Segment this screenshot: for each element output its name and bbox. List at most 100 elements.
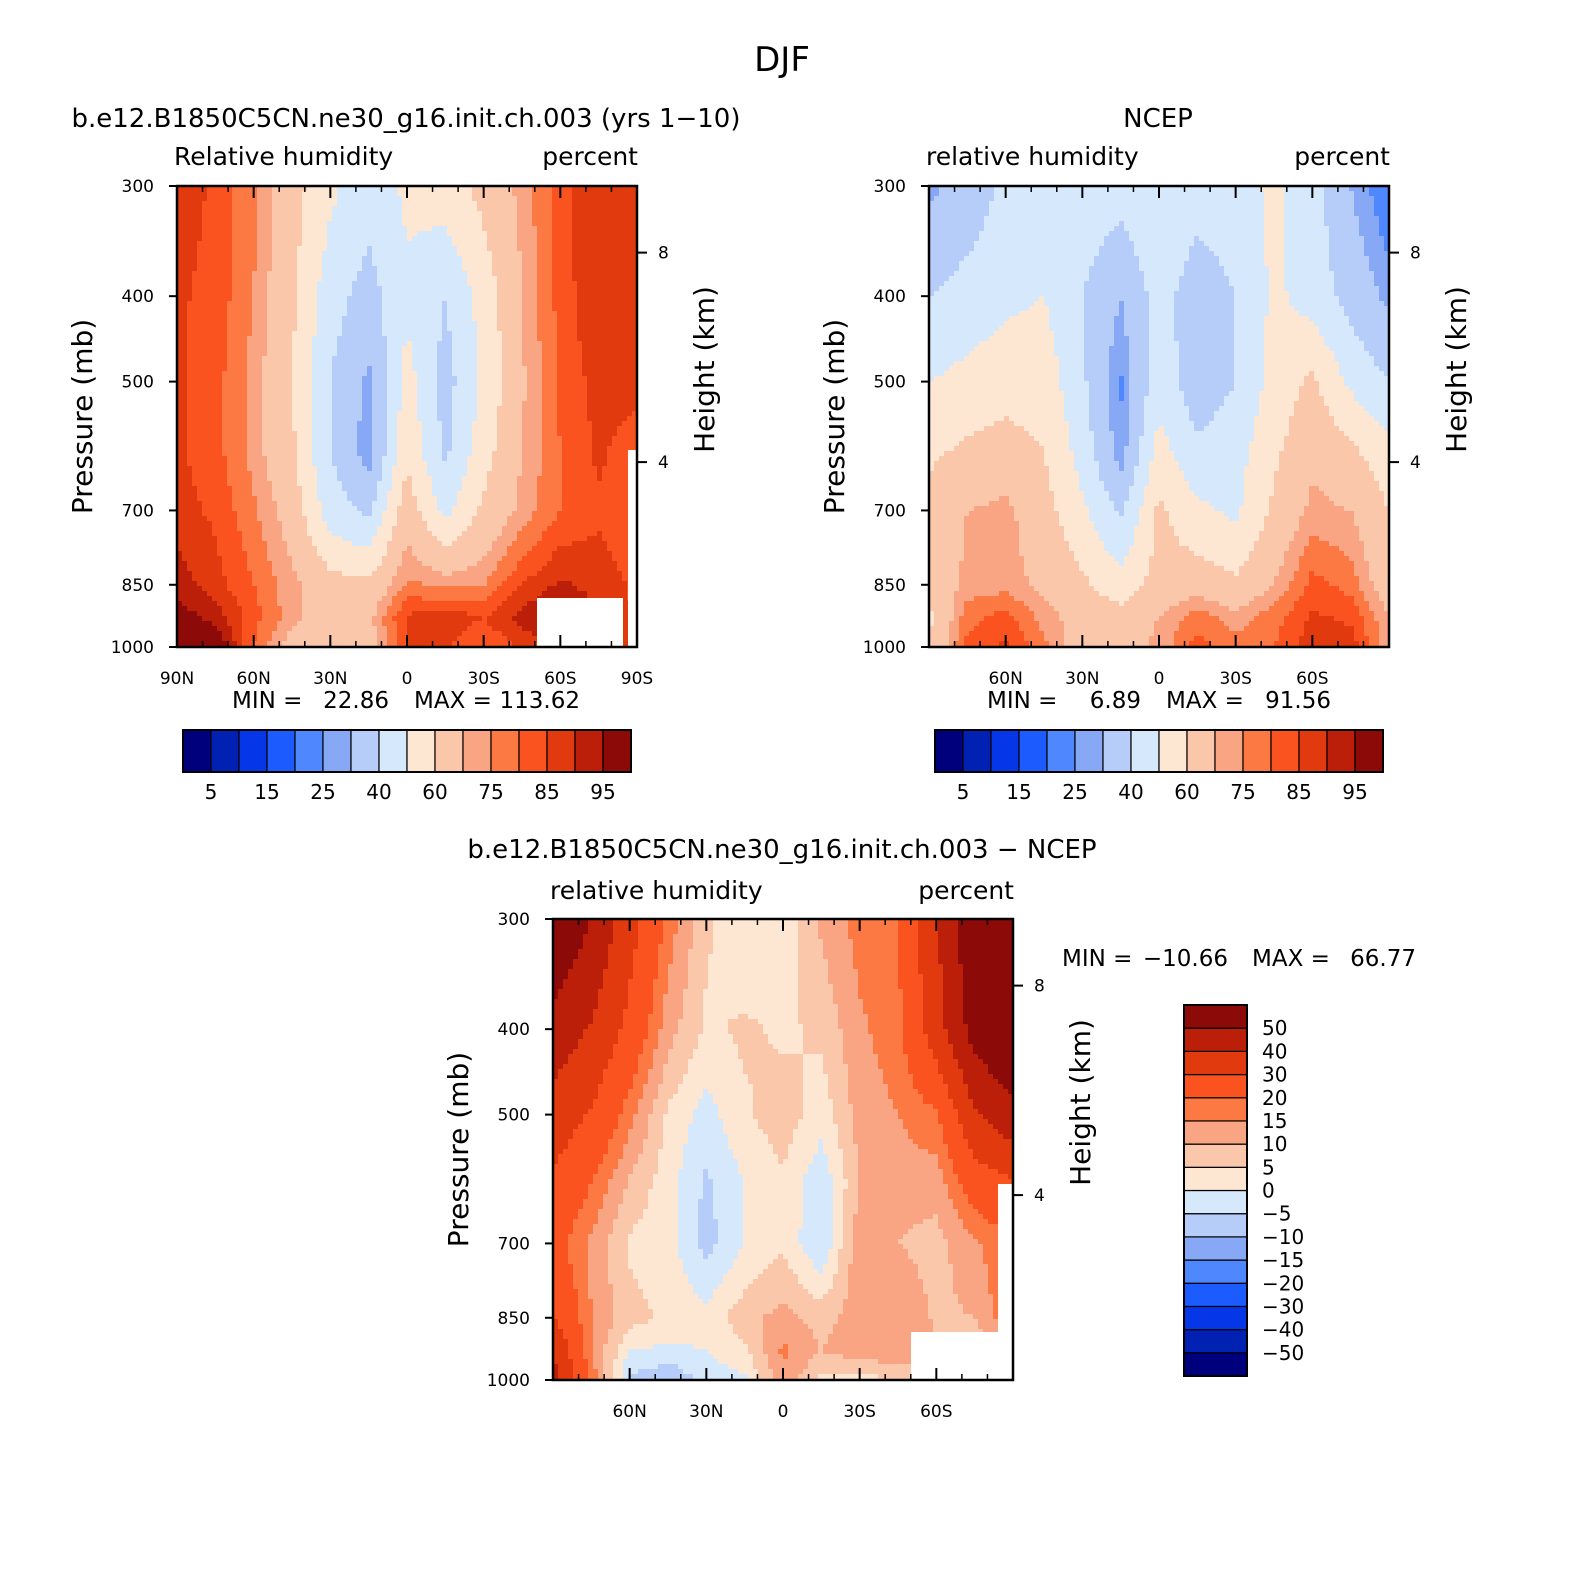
contour-cell	[577, 251, 582, 256]
contour-cell	[437, 191, 442, 196]
contour-cell	[612, 236, 617, 241]
contour-cell	[592, 201, 597, 206]
contour-cell	[212, 276, 217, 281]
contour-cell	[252, 216, 257, 221]
contour-cell	[362, 191, 367, 196]
contour-cell	[472, 216, 477, 221]
contour-cell	[572, 256, 577, 261]
contour-cell	[587, 266, 592, 271]
contour-cell	[497, 206, 502, 211]
contour-cell	[307, 206, 312, 211]
contour-cell	[302, 266, 307, 271]
contour-cell	[217, 266, 222, 271]
contour-cell	[402, 236, 407, 241]
contour-cell	[447, 201, 452, 206]
contour-cell	[477, 246, 482, 251]
contour-cell	[512, 201, 517, 206]
contour-cell	[452, 221, 457, 226]
contour-cell	[582, 271, 587, 276]
contour-cell	[272, 251, 277, 256]
contour-cell	[247, 281, 252, 286]
contour-cell	[222, 196, 227, 201]
contour-cell	[412, 281, 417, 286]
contour-cell	[222, 251, 227, 256]
contour-cell	[562, 256, 567, 261]
contour-cell	[322, 201, 327, 206]
contour-cell	[552, 191, 557, 196]
contour-cell	[502, 266, 507, 271]
contour-cell	[367, 236, 372, 241]
contour-cell	[447, 271, 452, 276]
contour-cell	[487, 211, 492, 216]
contour-cell	[372, 251, 377, 256]
contour-cell	[372, 271, 377, 276]
contour-cell	[437, 246, 442, 251]
contour-cell	[267, 226, 272, 231]
contour-cell	[602, 221, 607, 226]
contour-cell	[382, 216, 387, 221]
contour-cell	[557, 211, 562, 216]
contour-cell	[397, 196, 402, 201]
contour-cell	[227, 256, 232, 261]
contour-cell	[597, 261, 602, 266]
contour-cell	[267, 236, 272, 241]
contour-cell	[487, 191, 492, 196]
contour-cell	[342, 286, 347, 291]
contour-cell	[482, 221, 487, 226]
contour-cell	[242, 236, 247, 241]
contour-cell	[402, 221, 407, 226]
contour-cell	[507, 251, 512, 256]
contour-cell	[187, 246, 192, 251]
contour-cell	[512, 271, 517, 276]
contour-cell	[292, 286, 297, 291]
contour-cell	[327, 266, 332, 271]
contour-cell	[357, 266, 362, 271]
contour-cell	[582, 236, 587, 241]
contour-cell	[592, 191, 597, 196]
contour-cell	[417, 266, 422, 271]
contour-cell	[207, 271, 212, 276]
contour-cell	[347, 281, 352, 286]
contour-cell	[442, 226, 447, 231]
contour-cell	[242, 251, 247, 256]
contour-cell	[252, 286, 257, 291]
contour-cell	[287, 211, 292, 216]
contour-cell	[462, 271, 467, 276]
contour-cell	[392, 211, 397, 216]
contour-cell	[572, 261, 577, 266]
contour-cell	[487, 241, 492, 246]
contour-cell	[302, 236, 307, 241]
contour-cell	[622, 281, 627, 286]
contour-cell	[547, 226, 552, 231]
contour-cell	[617, 216, 622, 221]
contour-cell	[447, 191, 452, 196]
contour-cell	[462, 246, 467, 251]
contour-cell	[287, 236, 292, 241]
contour-cell	[432, 246, 437, 251]
contour-cell	[527, 211, 532, 216]
contour-cell	[297, 206, 302, 211]
contour-cell	[257, 231, 262, 236]
contour-cell	[182, 226, 187, 231]
contour-cell	[622, 216, 627, 221]
contour-cell	[527, 226, 532, 231]
contour-cell	[227, 201, 232, 206]
contour-cell	[327, 281, 332, 286]
contour-cell	[587, 191, 592, 196]
contour-cell	[207, 236, 212, 241]
contour-cell	[262, 286, 267, 291]
contour-cell	[202, 226, 207, 231]
contour-cell	[212, 206, 217, 211]
contour-cell	[407, 211, 412, 216]
contour-cell	[317, 251, 322, 256]
contour-cell	[232, 196, 237, 201]
contour-cell	[492, 241, 497, 246]
contour-cell	[577, 281, 582, 286]
contour-cell	[492, 231, 497, 236]
contour-cell	[202, 211, 207, 216]
contour-cell	[572, 236, 577, 241]
contour-cell	[277, 261, 282, 266]
contour-cell	[407, 216, 412, 221]
contour-cell	[572, 281, 577, 286]
contour-cell	[477, 211, 482, 216]
